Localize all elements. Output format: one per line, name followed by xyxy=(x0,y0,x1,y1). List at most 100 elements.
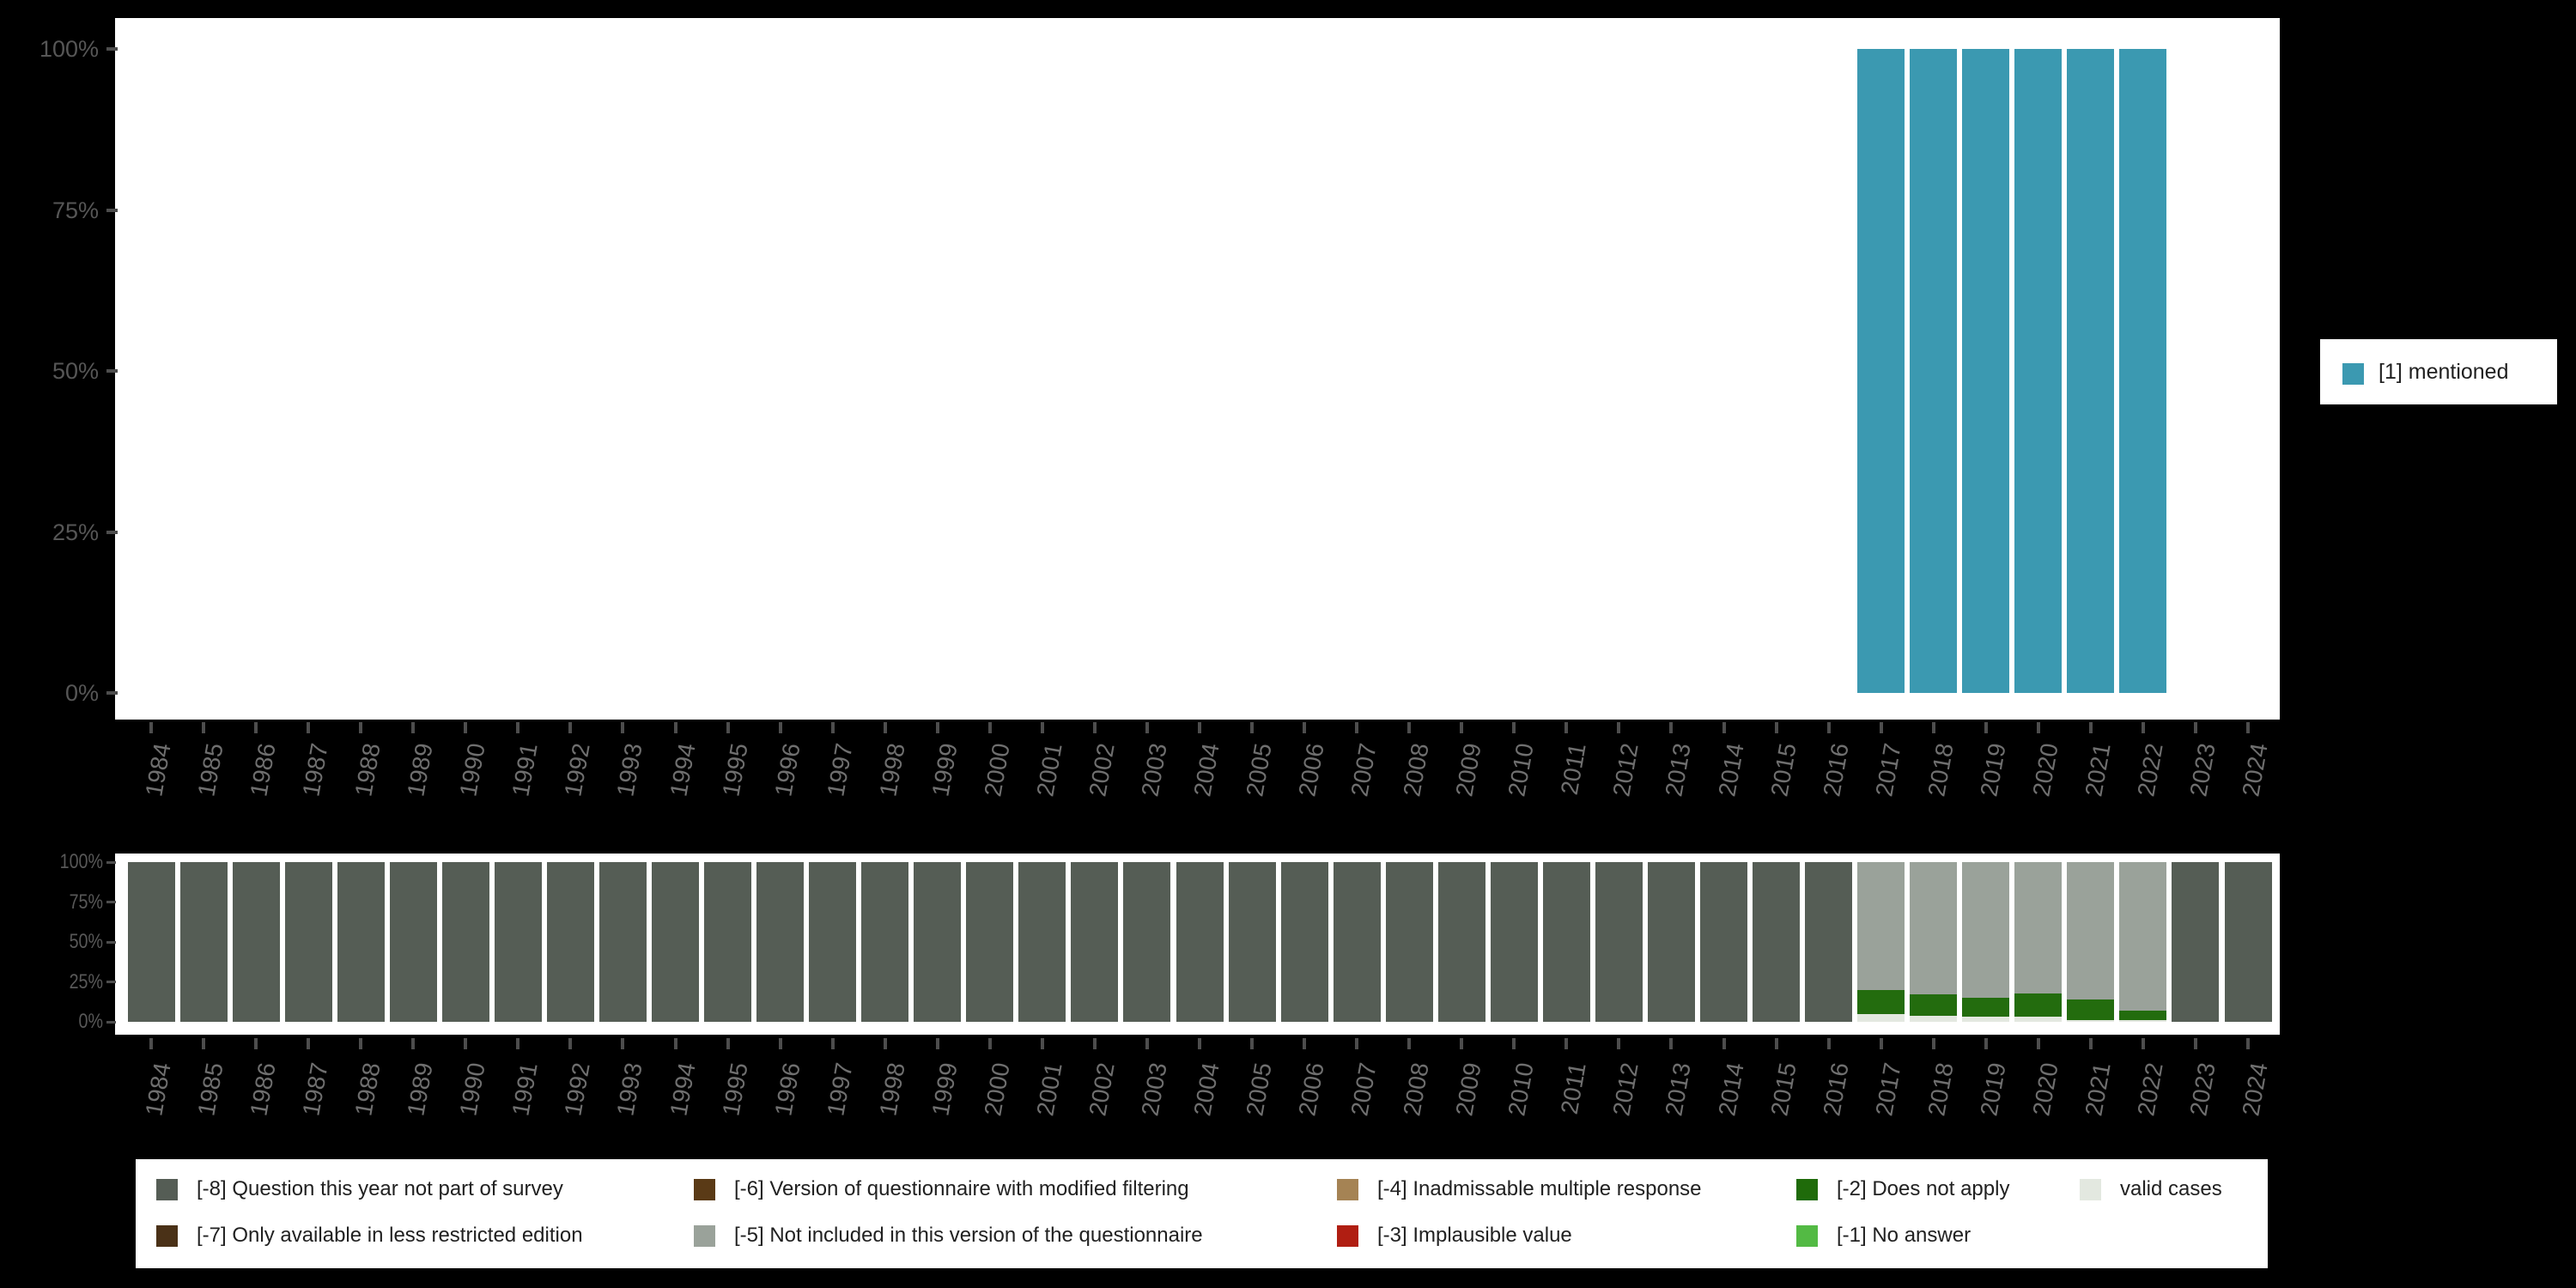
x-tick-mark xyxy=(1669,722,1674,733)
bar-segment-2015 xyxy=(1753,862,1801,1022)
x-tick-mark xyxy=(254,1038,258,1049)
x-year-label: 2017 xyxy=(1870,741,1906,799)
x-tick-mark xyxy=(1774,1038,1778,1049)
bar-2018 xyxy=(1910,49,1958,693)
bar-segment-2009 xyxy=(1437,862,1485,1022)
x-year-label: 2010 xyxy=(1503,1060,1540,1118)
x-year-label: 2006 xyxy=(1293,741,1329,799)
x-year-label: 2001 xyxy=(1031,741,1067,799)
bar-segment-1986 xyxy=(232,862,280,1022)
x-tick-mark xyxy=(726,1038,730,1049)
x-tick-mark xyxy=(830,722,835,733)
x-year-label: 2014 xyxy=(1712,741,1749,799)
bar-segment-2018 xyxy=(1910,862,1958,995)
x-year-label: 1993 xyxy=(611,741,648,799)
x-year-label: 2015 xyxy=(1765,1060,1801,1118)
x-tick-mark xyxy=(1879,722,1883,733)
y-tick-mark xyxy=(106,208,118,212)
x-year-label: 2006 xyxy=(1293,1060,1329,1118)
bar-2020 xyxy=(2014,49,2063,693)
x-year-label: 1988 xyxy=(349,741,386,799)
y-tick-label: 0% xyxy=(78,1010,103,1033)
bar-2017 xyxy=(1857,49,1905,693)
x-year-label: 1998 xyxy=(874,741,910,799)
x-year-label: 1984 xyxy=(140,1060,176,1118)
x-tick-mark xyxy=(673,722,677,733)
x-year-label: 2021 xyxy=(2080,741,2116,799)
x-tick-mark xyxy=(568,1038,573,1049)
x-tick-mark xyxy=(254,722,258,733)
x-tick-mark xyxy=(1145,722,1149,733)
x-year-label: 1989 xyxy=(402,741,439,799)
x-year-label: 2019 xyxy=(1975,1060,2011,1118)
x-tick-mark xyxy=(307,722,311,733)
x-year-label: 2012 xyxy=(1607,741,1644,799)
legend-swatch xyxy=(1337,1179,1358,1200)
x-tick-mark xyxy=(2088,1038,2093,1049)
x-year-label: 1991 xyxy=(507,741,544,799)
legend-item-label: [-7] Only available in less restricted e… xyxy=(197,1224,583,1247)
x-tick-mark xyxy=(149,1038,153,1049)
x-year-label: 1990 xyxy=(454,1060,491,1118)
missing-values-legend: [-8] Question this year not part of surv… xyxy=(136,1159,2268,1268)
bar-segment-2019 xyxy=(1962,862,2010,999)
x-tick-mark xyxy=(1092,722,1097,733)
bar-segment-1990 xyxy=(441,862,489,1022)
bar-segment-2017 xyxy=(1857,1013,1905,1022)
bar-segment-2023 xyxy=(2172,862,2220,1022)
bar-segment-2017 xyxy=(1857,989,1905,1014)
x-year-label: 2011 xyxy=(1556,741,1592,797)
bar-segment-2020 xyxy=(2014,862,2063,993)
bar-segment-2021 xyxy=(2067,1020,2115,1022)
x-year-label: 1998 xyxy=(874,1060,910,1118)
bar-segment-2002 xyxy=(1071,862,1119,1022)
x-year-label: 2002 xyxy=(1084,741,1120,799)
x-tick-mark xyxy=(1774,722,1778,733)
x-year-label: 2020 xyxy=(2027,1060,2063,1118)
bar-segment-2007 xyxy=(1333,862,1381,1022)
bar-segment-2019 xyxy=(1962,1017,2010,1022)
x-tick-mark xyxy=(935,722,939,733)
x-year-label: 1984 xyxy=(140,741,176,799)
x-year-label: 2015 xyxy=(1765,741,1801,799)
x-tick-mark xyxy=(1092,1038,1097,1049)
legend-item-label: [-2] Does not apply xyxy=(1837,1177,2010,1200)
x-tick-mark xyxy=(1617,1038,1621,1049)
x-tick-mark xyxy=(673,1038,677,1049)
x-year-label: 2016 xyxy=(1818,741,1854,799)
x-year-label: 2022 xyxy=(2132,741,2168,799)
x-year-label: 1994 xyxy=(664,1060,701,1118)
x-year-label: 2022 xyxy=(2132,1060,2168,1118)
bar-segment-2012 xyxy=(1595,862,1643,1022)
bar-segment-2022 xyxy=(2119,1010,2167,1021)
missing-plot-area xyxy=(115,854,2280,1035)
bar-segment-1987 xyxy=(284,862,332,1022)
x-tick-mark xyxy=(1617,722,1621,733)
x-tick-mark xyxy=(2088,722,2093,733)
legend-item-label: [-8] Question this year not part of surv… xyxy=(197,1177,563,1200)
legend-item-label: [-5] Not included in this version of the… xyxy=(734,1224,1203,1247)
x-year-label: 1990 xyxy=(454,741,491,799)
x-tick-mark xyxy=(1984,1038,1988,1049)
x-year-label: 1986 xyxy=(245,741,281,799)
legend-swatch xyxy=(156,1225,178,1247)
bar-segment-2020 xyxy=(2014,993,2063,1018)
x-year-label: 1995 xyxy=(716,1060,753,1118)
bar-segment-1997 xyxy=(809,862,857,1022)
x-tick-mark xyxy=(621,1038,625,1049)
x-tick-mark xyxy=(1407,1038,1412,1049)
bar-segment-1988 xyxy=(337,862,385,1022)
x-tick-mark xyxy=(1722,722,1726,733)
y-tick-label: 50% xyxy=(52,358,99,384)
x-tick-mark xyxy=(1250,1038,1255,1049)
y-tick-mark xyxy=(106,369,118,373)
x-tick-mark xyxy=(1250,722,1255,733)
y-tick-label: 25% xyxy=(52,519,99,545)
x-year-label: 2018 xyxy=(1923,741,1959,799)
bar-segment-2003 xyxy=(1123,862,1171,1022)
x-year-label: 1987 xyxy=(297,1060,333,1118)
bar-segment-1994 xyxy=(652,862,699,1022)
bar-segment-1991 xyxy=(494,862,542,1022)
x-tick-mark xyxy=(2141,1038,2145,1049)
legend-item-label: [-4] Inadmissable multiple response xyxy=(1377,1177,1702,1200)
